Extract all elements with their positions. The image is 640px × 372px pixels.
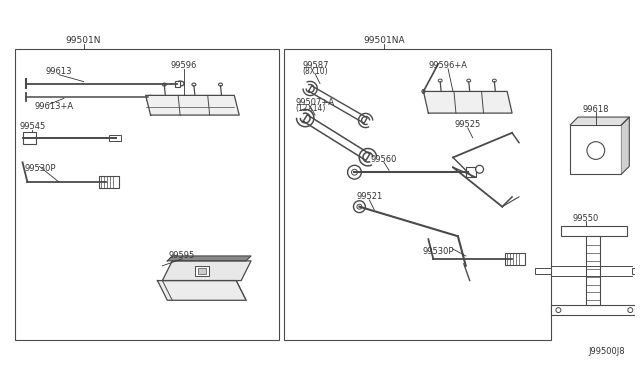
Text: 99560: 99560 — [371, 155, 397, 164]
Text: 99587: 99587 — [302, 61, 329, 70]
Bar — [570, 125, 621, 174]
Circle shape — [556, 308, 561, 312]
Circle shape — [476, 165, 484, 173]
Text: J99500J8: J99500J8 — [589, 347, 625, 356]
Circle shape — [628, 308, 633, 312]
Bar — [535, 268, 552, 274]
Polygon shape — [167, 256, 251, 261]
Bar — [505, 253, 525, 265]
Bar — [175, 81, 180, 87]
Polygon shape — [621, 117, 629, 174]
Ellipse shape — [176, 81, 184, 86]
Polygon shape — [424, 92, 512, 113]
Bar — [109, 135, 121, 141]
Text: 99618: 99618 — [582, 105, 609, 114]
Bar — [466, 167, 476, 177]
Polygon shape — [308, 86, 367, 123]
Text: 99501N: 99501N — [66, 36, 101, 45]
Text: 99595: 99595 — [169, 251, 195, 260]
Ellipse shape — [192, 83, 196, 86]
Ellipse shape — [438, 79, 442, 82]
Bar — [586, 236, 600, 305]
Bar — [195, 266, 209, 276]
Text: (8X10): (8X10) — [302, 67, 328, 76]
Polygon shape — [146, 95, 239, 115]
Ellipse shape — [147, 95, 154, 99]
Text: 99613: 99613 — [45, 67, 72, 76]
Polygon shape — [163, 261, 251, 280]
Bar — [15, 49, 278, 340]
Bar — [632, 268, 640, 274]
Circle shape — [348, 165, 362, 179]
Circle shape — [587, 142, 605, 160]
Polygon shape — [303, 115, 370, 160]
Bar — [284, 49, 552, 340]
Text: 99545: 99545 — [20, 122, 46, 131]
Bar — [552, 305, 636, 315]
Ellipse shape — [163, 83, 166, 86]
Ellipse shape — [218, 83, 223, 86]
Ellipse shape — [492, 79, 497, 82]
Text: 99507+A: 99507+A — [296, 98, 334, 107]
Text: 99525: 99525 — [454, 121, 481, 129]
Text: 99613+A: 99613+A — [35, 102, 74, 111]
Ellipse shape — [422, 89, 425, 93]
Text: (12X14): (12X14) — [296, 104, 326, 113]
Circle shape — [351, 169, 357, 175]
Bar — [198, 268, 205, 274]
Circle shape — [353, 201, 365, 212]
Text: 99530P: 99530P — [422, 247, 454, 256]
Text: 99596+A: 99596+A — [429, 61, 468, 70]
Bar — [561, 227, 627, 236]
Text: 99521: 99521 — [356, 192, 382, 201]
Text: 99501NA: 99501NA — [364, 36, 405, 45]
Text: 99530P: 99530P — [24, 164, 56, 173]
Polygon shape — [157, 280, 246, 300]
Bar — [146, 95, 150, 100]
Polygon shape — [570, 117, 629, 125]
Text: 99550: 99550 — [573, 214, 599, 223]
Bar — [99, 176, 119, 188]
Bar — [22, 132, 36, 144]
Text: 99596: 99596 — [171, 61, 197, 70]
Circle shape — [357, 204, 362, 209]
Ellipse shape — [467, 79, 470, 82]
